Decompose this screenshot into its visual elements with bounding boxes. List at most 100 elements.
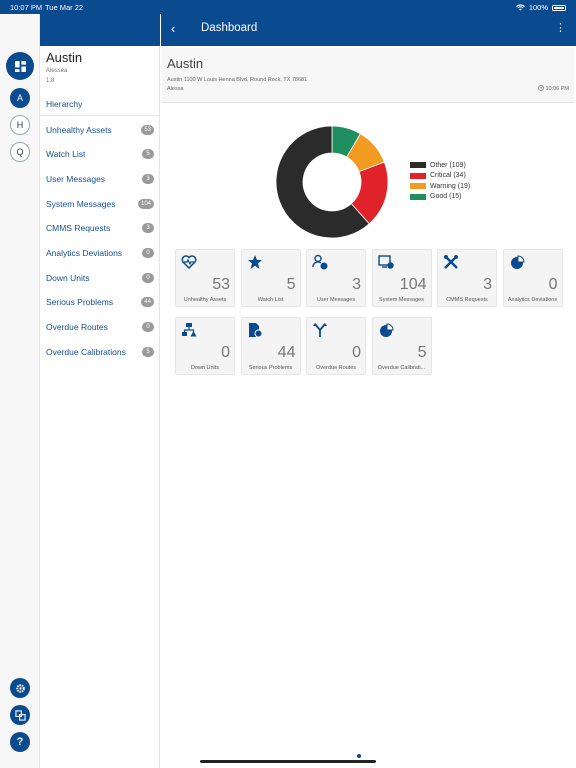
tile-label: Analytics Deviations (507, 297, 558, 303)
settings-button[interactable] (10, 678, 30, 698)
legend-label: Good (15) (430, 193, 462, 201)
location-updated: 10:06 PM (538, 85, 569, 92)
chart-legend: Other (109) Critical (34) Warning (19) Good… (410, 160, 470, 202)
clock-icon (538, 85, 544, 91)
down-units-icon (181, 322, 197, 338)
status-time: 10:07 PM (10, 3, 43, 12)
count-badge: 5 (142, 149, 154, 159)
location-user: Alessa (167, 86, 184, 92)
tile-overdue-calibrati[interactable]: 5 Overdue Calibrati... (371, 317, 432, 375)
location-name: Austin (167, 56, 204, 71)
tile-value: 104 (399, 276, 427, 293)
tile-down-units[interactable]: 0 Down Units (175, 317, 235, 375)
sidebar-item-serious-problems[interactable]: Serious Problems 44 (40, 290, 160, 314)
tile-system-messages[interactable]: 104 System Messages (371, 249, 432, 307)
more-menu-button[interactable]: ⋮ (555, 22, 566, 34)
rail-a-button[interactable]: A (10, 88, 30, 108)
tile-label: Serious Problems (248, 365, 293, 371)
home-indicator (200, 760, 376, 763)
count-badge: 3 (142, 223, 154, 233)
sidebar-item-watch-list[interactable]: Watch List 5 (40, 142, 160, 166)
tile-analytics-deviations[interactable]: 0 Analytics Deviations (502, 249, 563, 307)
sidebar-item-hierarchy[interactable]: Hierarchy (40, 92, 160, 116)
sidebar-item-system-messages[interactable]: System Messages 104 (40, 192, 160, 216)
tile-value: 5 (286, 276, 296, 293)
count-badge: 53 (141, 125, 154, 135)
tile-label: CMMS Requests (446, 297, 488, 303)
sidebar-item-label: Analytics Deviations (46, 248, 123, 258)
location-time: 10:06 PM (545, 86, 569, 92)
sidebar-item-down-units[interactable]: Down Units 0 (40, 266, 160, 290)
tile-value: 0 (548, 276, 558, 293)
count-badge: 44 (141, 297, 154, 307)
legend-item-other: Other (109) (410, 160, 470, 171)
legend-swatch (410, 172, 426, 179)
rail-h-button[interactable]: H (10, 115, 30, 135)
tile-overdue-routes[interactable]: 0 Overdue Routes (306, 317, 366, 375)
tile-value: 5 (417, 344, 427, 361)
sidebar-item-label: Serious Problems (46, 297, 114, 307)
status-bar: 10:07 PM Tue Mar 22 100% (0, 0, 576, 14)
status-donut-chart[interactable] (272, 122, 392, 242)
sidebar-item-label: Hierarchy (46, 98, 83, 109)
tile-label: Overdue Calibrati... (377, 365, 426, 371)
tile-unhealthy-assets[interactable]: 53 Unhealthy Assets (175, 249, 235, 307)
tile-value: 3 (352, 276, 361, 293)
tile-user-messages[interactable]: 3 User Messages (306, 249, 366, 307)
sidebar-item-user-messages[interactable]: User Messages 3 (40, 167, 160, 191)
page-indicator (357, 754, 361, 758)
count-badge: 0 (142, 248, 154, 258)
sidebar-item-label: Overdue Routes (46, 322, 108, 332)
tile-label: Watch List (257, 297, 284, 303)
tile-value: 53 (212, 276, 230, 293)
sidebar-item-overdue-calibrations[interactable]: Overdue Calibrations 5 (40, 340, 160, 364)
tile-label: Unhealthy Assets (183, 297, 227, 303)
back-button[interactable]: ‹ (171, 21, 176, 36)
tile-label: System Messages (379, 297, 424, 303)
dashboard-button[interactable] (6, 52, 34, 80)
user-message-icon (312, 254, 328, 270)
rail-q-button[interactable]: Q (10, 142, 30, 162)
sidebar-item-unhealthy-assets[interactable]: Unhealthy Assets 53 (40, 118, 160, 142)
legend-item-warning: Warning (19) (410, 181, 470, 192)
sidebar-item-label: User Messages (46, 174, 106, 184)
switch-site-button[interactable] (10, 705, 30, 725)
sidebar-user: Alessea (46, 68, 68, 74)
sidebar-item-overdue-routes[interactable]: Overdue Routes 0 (40, 315, 160, 339)
serious-document-icon (247, 322, 263, 338)
page-title: Dashboard (201, 22, 258, 34)
dashboard-icon (14, 60, 26, 72)
location-card: Austin Austin 1100 W Louis Henna Blvd, R… (162, 48, 574, 103)
star-icon (247, 254, 263, 270)
battery-icon (552, 4, 566, 11)
app-header: ‹ Dashboard ⋮ (161, 14, 576, 46)
route-icon (312, 322, 328, 338)
wifi-icon (515, 4, 525, 11)
count-badge: 3 (142, 174, 154, 184)
sidebar-item-analytics-deviations[interactable]: Analytics Deviations 0 (40, 241, 160, 265)
tile-value: 44 (277, 344, 296, 361)
pie-chart-icon (509, 254, 525, 270)
count-badge: 0 (142, 322, 154, 332)
sidebar-item-label: CMMS Requests (46, 223, 111, 233)
donut-slice-other[interactable] (275, 125, 370, 239)
sidebar-title: Austin (46, 50, 83, 65)
legend-swatch (410, 193, 426, 200)
sidebar-item-label: System Messages (46, 199, 116, 209)
tile-watch-list[interactable]: 5 Watch List (240, 249, 301, 307)
calibration-icon (378, 322, 394, 338)
tile-cmms-requests[interactable]: 3 CMMS Requests (437, 249, 497, 307)
sidebar-item-cmms-requests[interactable]: CMMS Requests 3 (40, 216, 160, 240)
tile-value: 0 (352, 344, 361, 361)
legend-item-good: Good (15) (410, 192, 470, 203)
help-button[interactable]: ? (10, 732, 30, 752)
heartbeat-icon (181, 254, 197, 270)
sidebar-version: 1.8 (46, 78, 55, 84)
legend-label: Critical (34) (430, 172, 466, 180)
location-address: Austin 1100 W Louis Henna Blvd, Round Ro… (167, 77, 308, 83)
battery-percent: 100% (528, 3, 548, 12)
tile-serious-problems[interactable]: 44 Serious Problems (240, 317, 301, 375)
icon-rail: A H Q ? (0, 14, 40, 768)
gear-icon (15, 683, 25, 693)
tile-value: 3 (483, 276, 492, 293)
